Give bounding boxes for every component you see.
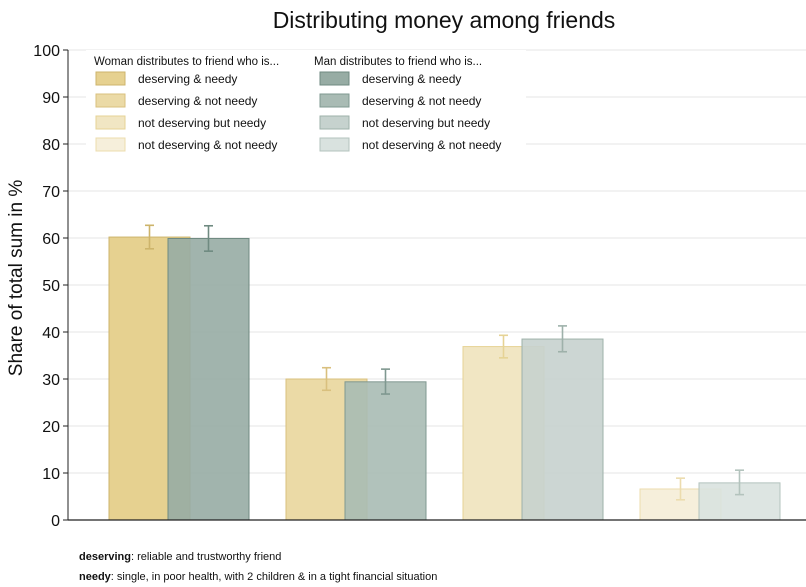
legend-swatch xyxy=(95,93,126,108)
legend-swatch xyxy=(95,115,126,130)
legend-entry-label: not deserving but needy xyxy=(362,116,490,130)
y-tick-label: 70 xyxy=(42,184,60,201)
legend-background xyxy=(86,50,526,156)
bar xyxy=(521,338,604,521)
legend-entry-label: not deserving but needy xyxy=(138,116,266,130)
error-bars xyxy=(145,224,744,501)
legend-entry-label: deserving & needy xyxy=(362,72,461,86)
legend-swatch xyxy=(95,71,126,86)
legend-header-man: Man distributes to friend who is... xyxy=(314,56,482,68)
footnote-text: : single, in poor health, with 2 childre… xyxy=(110,571,438,583)
y-tick-label: 60 xyxy=(42,231,60,248)
y-tick-label: 80 xyxy=(42,137,60,154)
y-tick-label: 40 xyxy=(42,325,60,342)
footnote-term: needy xyxy=(79,571,111,583)
legend-swatch xyxy=(319,137,350,152)
y-tick-label: 20 xyxy=(42,419,60,436)
legend-swatch xyxy=(319,115,350,130)
y-axis: 0 10 20 30 40 50 60 70 80 90 100 xyxy=(33,43,806,530)
bar xyxy=(344,381,427,521)
footnote-term: deserving xyxy=(79,551,131,563)
legend-entry-label: deserving & needy xyxy=(138,72,237,86)
y-tick-label: 50 xyxy=(42,278,60,295)
legend-swatch xyxy=(95,137,126,152)
y-tick-label: 100 xyxy=(33,43,60,60)
footnote-needy: needy: single, in poor health, with 2 ch… xyxy=(79,571,437,583)
legend-entry-label: not deserving & not needy xyxy=(362,138,501,152)
footnote-text: : reliable and trustworthy friend xyxy=(130,551,282,563)
legend-entry-label: not deserving & not needy xyxy=(138,138,277,152)
legend-swatch xyxy=(319,71,350,86)
y-tick-label: 0 xyxy=(51,513,60,530)
legend: Woman distributes to friend who is... Ma… xyxy=(86,50,526,156)
y-tick-label: 90 xyxy=(42,90,60,107)
chart-title: Distributing money among friends xyxy=(273,7,616,33)
legend-header-woman: Woman distributes to friend who is... xyxy=(94,56,279,68)
legend-swatch xyxy=(319,93,350,108)
y-axis-label: Share of total sum in % xyxy=(6,180,27,377)
bar xyxy=(167,237,250,521)
legend-entry-label: deserving & not needy xyxy=(362,94,481,108)
y-tick-label: 10 xyxy=(42,466,60,483)
y-tick-label: 30 xyxy=(42,372,60,389)
legend-entry-label: deserving & not needy xyxy=(138,94,257,108)
footnote-deserving: deserving: reliable and trustworthy frie… xyxy=(79,551,281,563)
